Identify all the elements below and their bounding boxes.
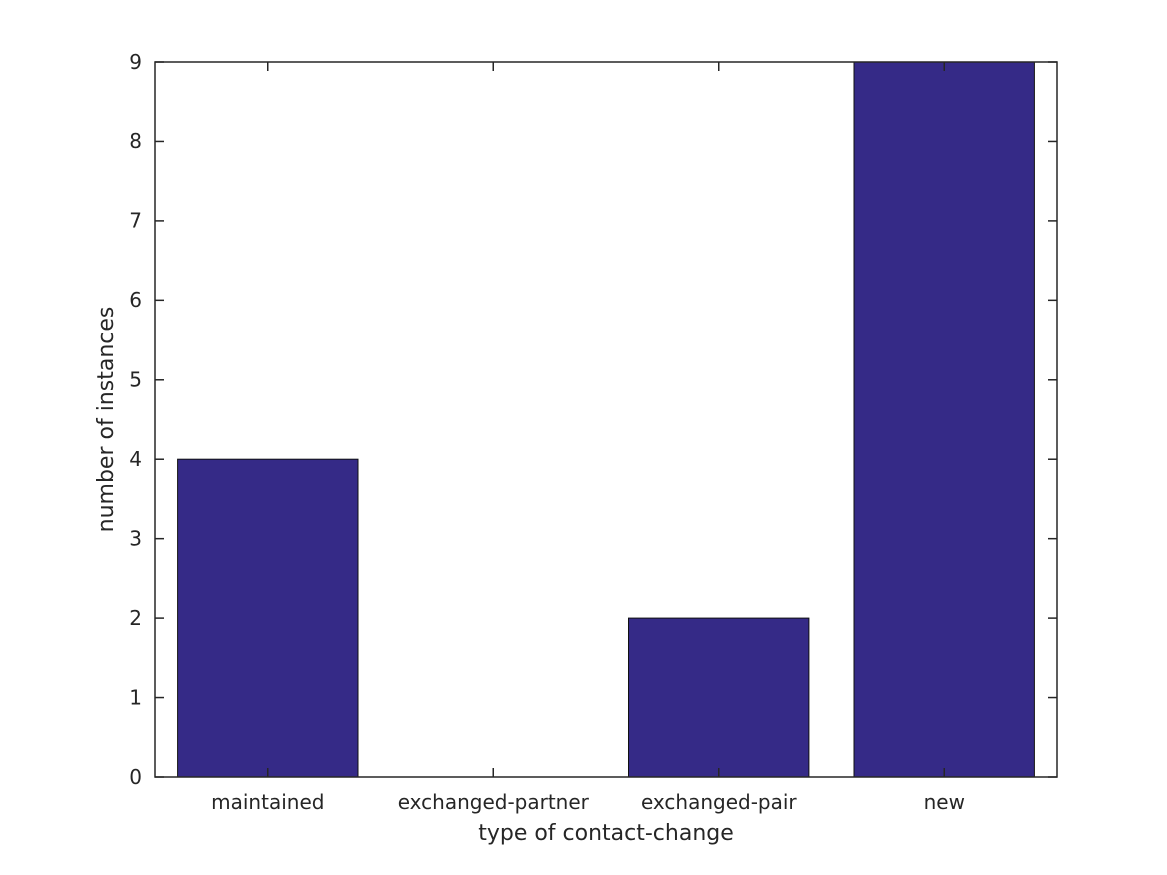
y-tick-label: 9 bbox=[129, 50, 142, 74]
x-tick-label: exchanged-pair bbox=[641, 790, 797, 814]
bar-new bbox=[853, 61, 1035, 778]
ticks-group bbox=[155, 61, 1057, 778]
bar-maintained bbox=[177, 458, 359, 778]
x-tick-label: new bbox=[924, 790, 965, 814]
y-tick-label: 3 bbox=[129, 527, 142, 551]
plot-border bbox=[154, 61, 1058, 778]
y-tick-label: 4 bbox=[129, 447, 142, 471]
y-tick-label: 8 bbox=[129, 129, 142, 153]
bars-group bbox=[177, 61, 1035, 778]
y-tick-label: 2 bbox=[129, 606, 142, 630]
y-tick-label: 6 bbox=[129, 288, 142, 312]
y-tick-label: 7 bbox=[129, 209, 142, 233]
y-axis-label: number of instances bbox=[94, 307, 119, 533]
tick-labels-group: 0 1 2 3 4 5 6 7 8 9 maintained exchanged-partner exc… bbox=[129, 50, 965, 814]
y-tick-label: 1 bbox=[129, 685, 142, 709]
y-tick-label: 5 bbox=[129, 368, 142, 392]
x-axis-label: type of contact-change bbox=[478, 821, 734, 846]
x-tick-label: maintained bbox=[211, 790, 324, 814]
bar-exchanged-pair bbox=[628, 617, 810, 778]
x-tick-label: exchanged-partner bbox=[398, 790, 590, 814]
y-tick-label: 0 bbox=[129, 765, 142, 789]
